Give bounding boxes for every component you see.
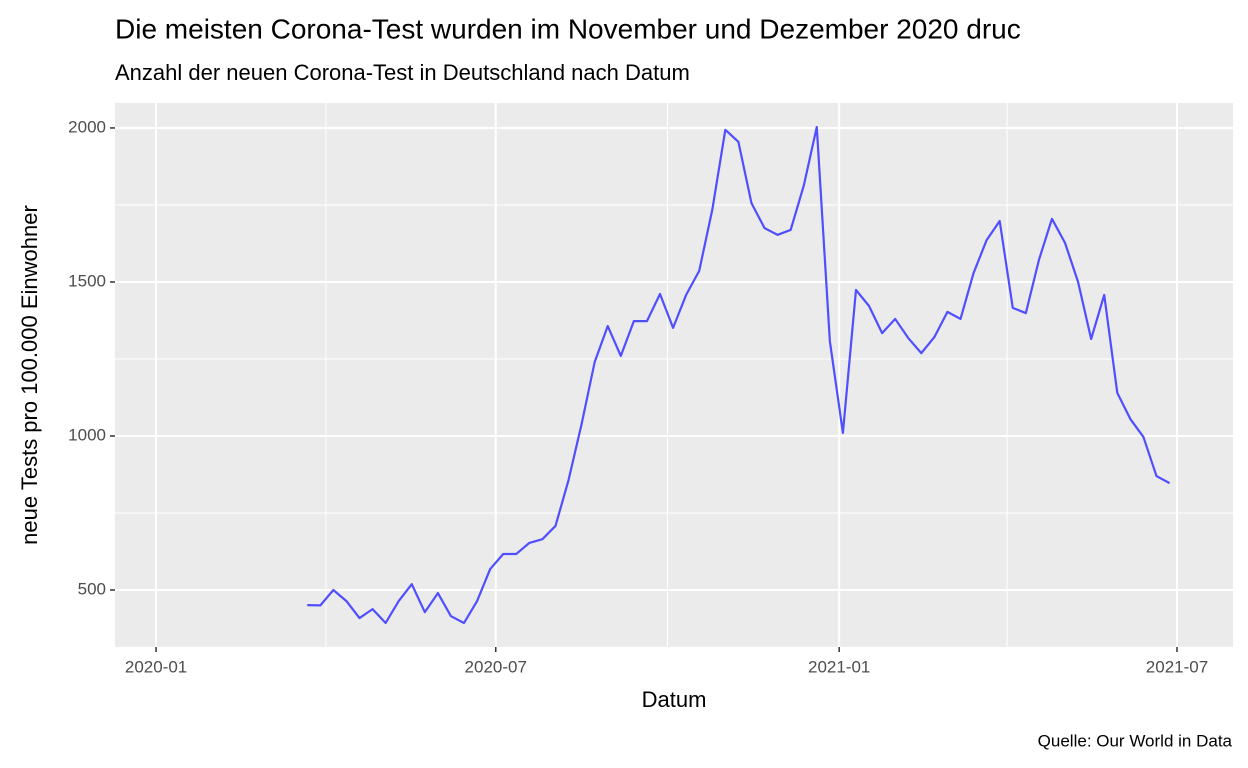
chart-title: Die meisten Corona-Test wurden im Novemb… (115, 13, 1021, 44)
x-tick-label: 2020-01 (125, 657, 187, 676)
x-axis-title: Datum (642, 687, 707, 712)
caption: Quelle: Our World in Data (1038, 731, 1233, 750)
panel (115, 103, 1233, 647)
chart-subtitle: Anzahl der neuen Corona-Test in Deutschl… (115, 60, 690, 85)
x-tick-label: 2021-07 (1146, 657, 1208, 676)
x-tick-label: 2020-07 (465, 657, 527, 676)
y-tick-label: 1000 (68, 425, 106, 444)
y-tick-label: 500 (78, 579, 106, 598)
y-tick-label: 2000 (68, 117, 106, 136)
x-tick-label: 2021-01 (808, 657, 870, 676)
data-line (307, 125, 1171, 625)
y-axis-title: neue Tests pro 100.000 Einwohner (17, 205, 42, 545)
y-tick-label: 1500 (68, 271, 106, 290)
